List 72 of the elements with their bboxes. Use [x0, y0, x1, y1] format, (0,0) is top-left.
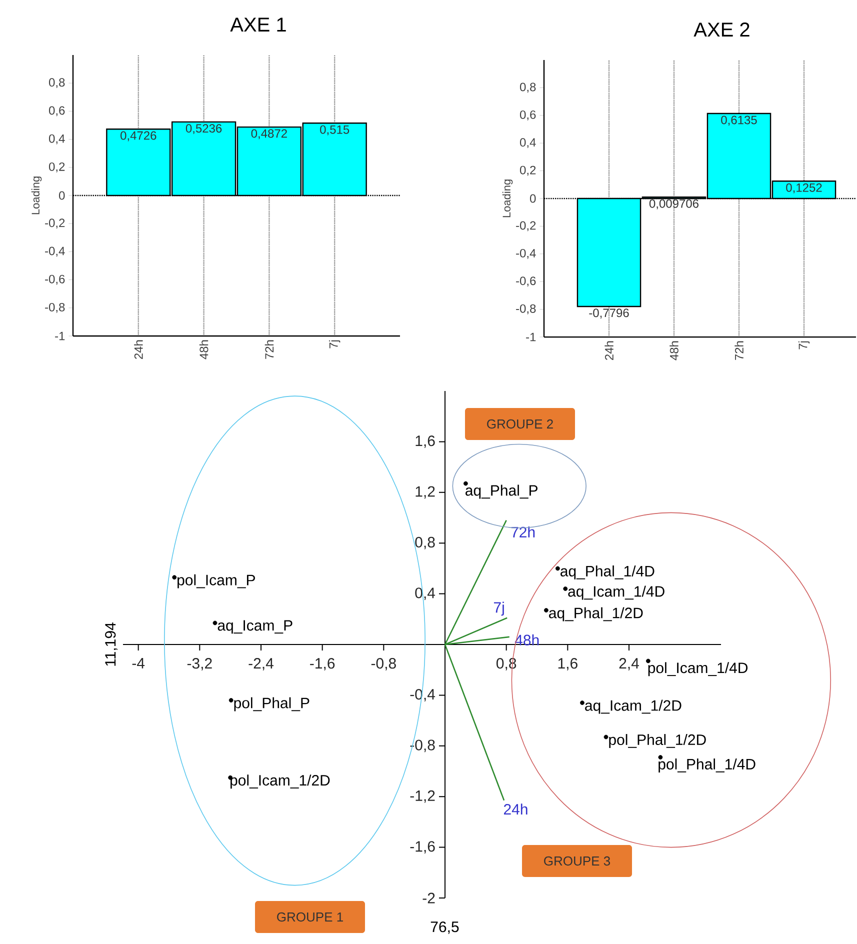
y-tick-label: -1: [55, 332, 65, 340]
x-tick-label: 72h: [265, 340, 274, 359]
x-tick-label: 1,6: [558, 658, 578, 670]
y-tick-label: 0,8: [520, 82, 536, 93]
chart-title: AXE 1: [230, 18, 286, 32]
x-tick-label: 48h: [670, 341, 679, 360]
series-label: 24h: [504, 804, 528, 814]
x-tick-label: 48h: [200, 340, 208, 360]
x-tick-label: -1,6: [310, 658, 335, 670]
y-tick-label: 0,2: [520, 166, 536, 176]
data-label: 0,515: [320, 125, 350, 136]
chart-title: AXE 2: [694, 22, 750, 36]
x-tick-label: 24h: [134, 340, 143, 359]
x-tick-label: -4: [132, 658, 145, 668]
y-tick-label: 0,4: [49, 134, 66, 144]
series-label: pol_Phal_P: [234, 697, 310, 712]
data-label: 0,4726: [120, 131, 156, 142]
series-label: aq_Icam_1/2D: [585, 700, 682, 714]
x-axis-title: 76,5: [431, 922, 459, 934]
y-tick-label: -0,8: [516, 304, 536, 314]
y-tick-label: 0,8: [415, 536, 436, 550]
data-label: -0,7796: [589, 308, 630, 319]
data-label: 0,009706: [650, 199, 699, 210]
series-label: pol_Icam_P: [178, 574, 256, 588]
y-tick-label: -0,4: [516, 248, 536, 259]
y-tick-label: -0,6: [45, 274, 65, 285]
x-tick-label: -2,4: [248, 658, 274, 670]
data-label: 0,5236: [186, 124, 222, 134]
series-label: aq_Phal_1/2D: [549, 607, 643, 622]
y-tick-label: -0,4: [45, 246, 66, 257]
x-tick-label: -0,8: [372, 658, 396, 670]
y-tick-label: -2: [422, 892, 435, 904]
x-tick-label: 2,4: [620, 658, 640, 670]
y-tick-label: -1,6: [410, 841, 436, 854]
y-tick-label: -1: [526, 332, 536, 342]
data-label: 0,1252: [786, 183, 822, 194]
y-tick-label: -0,2: [45, 218, 65, 229]
y-axis-title: 11,194: [105, 622, 118, 666]
series-label: pol_Phal_1/4D: [658, 758, 756, 772]
x-tick-label: 72h: [734, 341, 744, 360]
y-tick-label: -1,2: [410, 790, 435, 803]
series-label: pol_Phal_1/2D: [609, 734, 706, 748]
y-tick-label: 0: [530, 194, 536, 203]
y-tick-label: -0,6: [516, 276, 536, 287]
y-tick-label: 0,2: [49, 162, 65, 172]
y-tick-label: 0,4: [520, 138, 536, 148]
data-label: 0,6135: [721, 116, 758, 126]
y-tick-label: -0,2: [516, 221, 536, 232]
series-label: aq_Icam_1/4D: [568, 586, 665, 600]
text: GROUPE 1: [277, 912, 344, 922]
x-tick-label: 24h: [604, 341, 614, 360]
y-tick-label: 1,2: [416, 486, 435, 499]
series-label: 7j: [494, 602, 504, 616]
y-axis-title: Loading: [502, 180, 513, 218]
y-tick-label: 0,6: [49, 106, 65, 116]
y-tick-label: 0,6: [520, 110, 536, 120]
x-tick-label: 7j: [798, 341, 810, 350]
series-label: pol_Icam_1/2D: [230, 774, 330, 789]
series-label: pol_Icam_1/4D: [648, 662, 748, 676]
y-axis-title: Loading: [32, 176, 42, 214]
y-tick-label: 0: [59, 191, 65, 200]
annotation: GROUPE 3: [544, 856, 610, 866]
y-tick-label: 0,8: [49, 78, 65, 88]
series-label: aq_Icam_P: [218, 620, 292, 634]
y-tick-label: -0,8: [45, 302, 65, 313]
y-tick-label: 1,6: [416, 436, 436, 448]
x-tick-label: -3,2: [188, 658, 212, 670]
annotation: GROUPE 2: [487, 419, 554, 429]
series-label: aq_Phal_1/4D: [560, 565, 654, 580]
series-label: aq_Phal_P: [466, 484, 538, 499]
data-label: 0,4872: [252, 129, 288, 140]
x-tick-label: 7j: [329, 340, 340, 348]
